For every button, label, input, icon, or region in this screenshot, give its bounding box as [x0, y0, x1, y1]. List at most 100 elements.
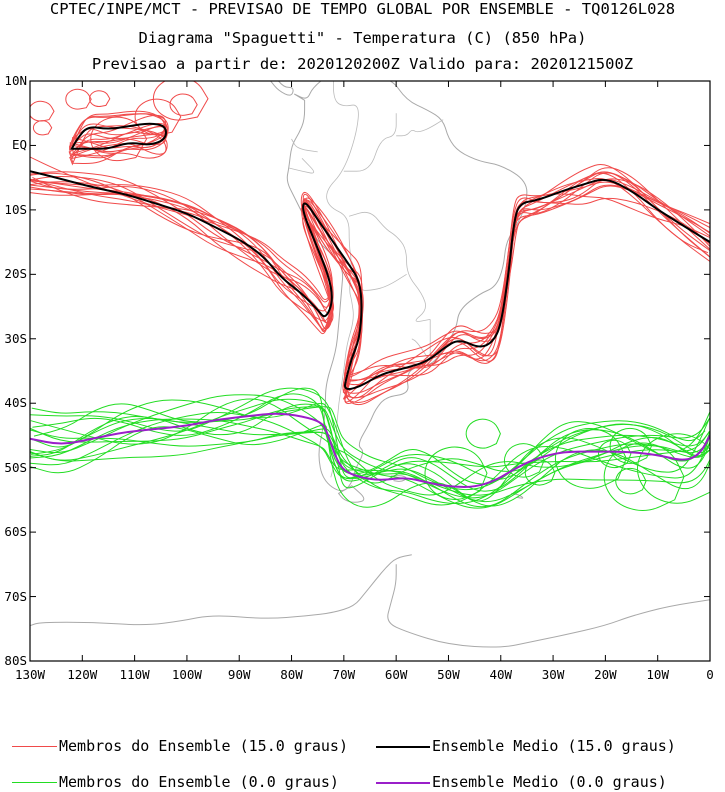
lon-tick-label: 120W	[67, 667, 98, 682]
member-isotherm-0c	[30, 431, 710, 496]
lon-tick-label: 50W	[437, 667, 460, 682]
legend-swatch	[12, 782, 57, 783]
border-line	[396, 119, 444, 137]
member-isotherm-0c	[503, 443, 545, 478]
member-isotherm-15c	[65, 88, 92, 110]
mean-isotherm-15c	[70, 122, 168, 150]
member-isotherm-15c	[169, 93, 198, 116]
lon-tick-label: 100W	[171, 667, 202, 682]
lat-tick-label: 10S	[4, 201, 27, 217]
legend-item-members-0: Membros do Ensemble (0.0 graus)	[12, 772, 382, 792]
lat-tick-label: 20S	[4, 266, 27, 282]
border-line	[291, 138, 318, 153]
member-isotherm-0c	[30, 398, 710, 496]
member-isotherm-0c	[32, 399, 709, 484]
lat-tick-label: 70S	[4, 588, 27, 604]
member-isotherm-0c	[30, 398, 710, 504]
lon-tick-label: 110W	[119, 667, 150, 682]
member-isotherm-15c	[30, 184, 710, 404]
member-isotherm-0c	[30, 403, 710, 502]
lon-tick-label: 0	[706, 667, 714, 682]
lon-tick-label: 130W	[14, 667, 46, 682]
member-isotherm-0c	[603, 442, 685, 511]
member-isotherm-0c	[554, 427, 627, 489]
forecast-validity: Previsao a partir de: 2020120200Z Valido…	[91, 55, 634, 73]
member-isotherm-15c	[30, 171, 710, 399]
chart-subtitle: Diagrama "Spaguetti" - Temperatura (C) (…	[138, 29, 587, 47]
legend-label: Membros do Ensemble (15.0 graus)	[59, 737, 348, 755]
legend-item-members-15: Membros do Ensemble (15.0 graus)	[12, 736, 382, 756]
axis-ticks	[29, 80, 711, 662]
member-isotherm-0c	[30, 406, 710, 499]
coastline	[387, 564, 710, 648]
member-isotherm-15c	[32, 176, 710, 381]
ensemble-members-0c	[30, 387, 710, 511]
member-isotherm-15c	[30, 100, 55, 122]
lon-tick-label: 10W	[646, 667, 669, 682]
member-isotherm-0c	[465, 418, 501, 449]
lat-tick-label: 80S	[4, 653, 27, 668]
lat-tick-label: 30S	[4, 330, 27, 346]
member-isotherm-15c	[134, 98, 182, 136]
lon-tick-label: 40W	[489, 667, 513, 682]
legend-item-mean-15: Ensemble Medio (15.0 graus)	[376, 736, 716, 756]
mean-isotherm-15c	[30, 170, 710, 390]
border-line	[348, 211, 431, 322]
border-line	[343, 113, 397, 172]
coastline	[30, 554, 412, 627]
ensemble-mean-lines	[30, 122, 710, 489]
member-isotherm-15c	[30, 192, 710, 406]
lat-tick-label: EQ	[11, 137, 27, 153]
member-isotherm-15c	[31, 178, 710, 399]
member-isotherm-15c	[30, 171, 710, 382]
member-isotherm-15c	[30, 172, 710, 403]
mean-isotherm-0c	[30, 412, 710, 489]
coastline	[337, 485, 365, 503]
legend-swatch	[12, 746, 57, 747]
member-isotherm-0c	[424, 446, 488, 500]
lon-tick-label: 70W	[332, 667, 356, 682]
member-isotherm-0c	[524, 459, 556, 486]
member-isotherm-15c	[89, 90, 111, 108]
member-isotherm-15c	[30, 172, 709, 400]
coastline-layer	[30, 81, 710, 648]
member-isotherm-0c	[609, 427, 653, 464]
legend-label: Membros do Ensemble (0.0 graus)	[59, 773, 339, 791]
member-isotherm-15c	[152, 81, 209, 121]
lon-tick-label: 90W	[227, 667, 251, 682]
lon-tick-label: 60W	[384, 667, 408, 682]
member-isotherm-15c	[30, 177, 710, 394]
lat-tick-label: 60S	[4, 524, 27, 540]
border-line	[326, 81, 359, 478]
lon-tick-label: 20W	[594, 667, 617, 682]
member-isotherm-15c	[69, 125, 167, 166]
border-line	[411, 338, 431, 362]
member-isotherm-15c	[30, 181, 710, 403]
lat-tick-label: 10N	[4, 73, 27, 88]
member-isotherm-15c	[32, 120, 53, 136]
member-isotherm-0c	[30, 418, 710, 508]
member-isotherm-15c	[30, 178, 710, 379]
lat-tick-label: 50S	[4, 459, 27, 475]
lon-tick-label: 80W	[280, 667, 303, 682]
legend-item-mean-0: Ensemble Medio (0.0 graus)	[376, 772, 716, 792]
member-isotherm-0c	[31, 406, 706, 491]
coastline	[269, 81, 294, 96]
member-isotherm-0c	[615, 467, 647, 495]
legend-label: Ensemble Medio (15.0 graus)	[432, 737, 676, 755]
chart-title: CPTEC/INPE/MCT - PREVISAO DE TEMPO GLOBA…	[49, 0, 676, 18]
member-isotherm-15c	[90, 116, 148, 162]
member-isotherm-0c	[597, 439, 632, 469]
member-isotherm-0c	[637, 433, 710, 504]
member-isotherm-0c	[30, 424, 710, 508]
legend-label: Ensemble Medio (0.0 graus)	[432, 773, 667, 791]
member-isotherm-0c	[33, 387, 710, 485]
member-isotherm-0c	[30, 412, 708, 503]
lon-tick-label: 30W	[541, 667, 565, 682]
legend-swatch	[376, 746, 430, 748]
map-frame	[29, 80, 711, 662]
lat-tick-label: 40S	[4, 395, 27, 411]
legend-swatch	[376, 782, 430, 784]
border-line	[288, 158, 315, 174]
